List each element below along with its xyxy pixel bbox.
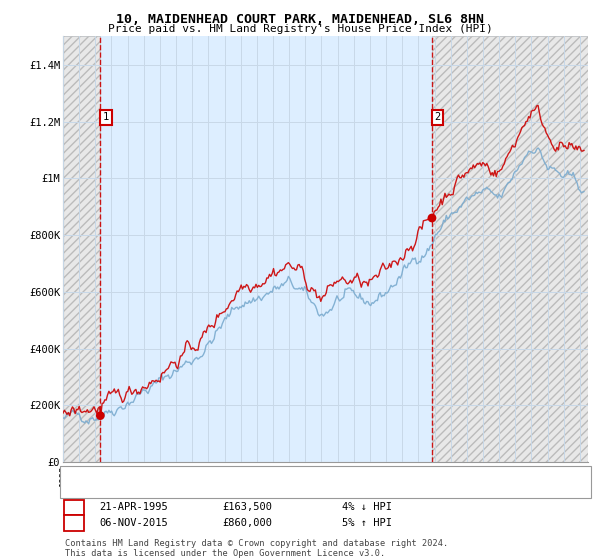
Text: 21-APR-1995: 21-APR-1995 — [99, 502, 168, 512]
Text: Contains HM Land Registry data © Crown copyright and database right 2024.
This d: Contains HM Land Registry data © Crown c… — [65, 539, 448, 558]
Text: 06-NOV-2015: 06-NOV-2015 — [99, 518, 168, 528]
Text: 2: 2 — [434, 112, 440, 122]
Text: Price paid vs. HM Land Registry's House Price Index (HPI): Price paid vs. HM Land Registry's House … — [107, 24, 493, 34]
Text: 10, MAIDENHEAD COURT PARK, MAIDENHEAD, SL6 8HN (detached house): 10, MAIDENHEAD COURT PARK, MAIDENHEAD, S… — [105, 471, 475, 481]
Text: £860,000: £860,000 — [222, 518, 272, 528]
Text: 10, MAIDENHEAD COURT PARK, MAIDENHEAD, SL6 8HN: 10, MAIDENHEAD COURT PARK, MAIDENHEAD, S… — [116, 13, 484, 26]
Text: 5% ↑ HPI: 5% ↑ HPI — [342, 518, 392, 528]
Text: HPI: Average price, detached house, Windsor and Maidenhead: HPI: Average price, detached house, Wind… — [105, 485, 446, 495]
Point — [95, 411, 105, 420]
Text: 1: 1 — [71, 502, 77, 512]
Text: 4% ↓ HPI: 4% ↓ HPI — [342, 502, 392, 512]
Text: 2: 2 — [71, 518, 77, 528]
Text: £163,500: £163,500 — [222, 502, 272, 512]
Text: 1: 1 — [103, 112, 109, 122]
Bar — [63, 36, 100, 462]
Bar — [432, 36, 588, 462]
Point — [427, 213, 437, 222]
